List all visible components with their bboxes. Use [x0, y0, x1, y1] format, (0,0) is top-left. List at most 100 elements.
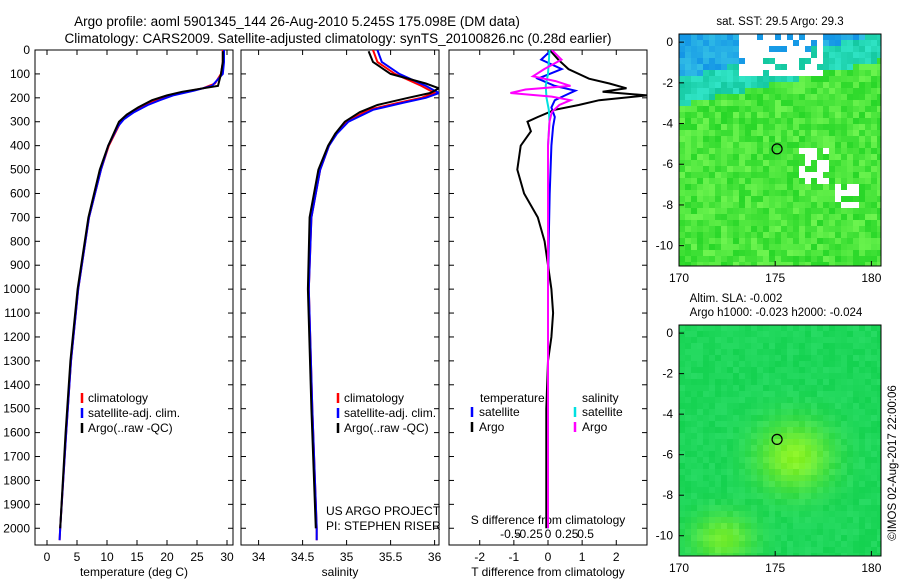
map-cell: [715, 166, 721, 172]
map-cell: [847, 52, 853, 58]
map-cell: [841, 331, 847, 337]
map-cell: [745, 463, 751, 469]
map-cell: [829, 106, 835, 112]
map-cell: [823, 553, 829, 556]
map-cell: [709, 220, 715, 226]
map-cell: [841, 82, 847, 88]
map-cell: [823, 76, 829, 82]
map-cell: [793, 337, 799, 343]
s-tick-label: -0.25: [516, 527, 544, 541]
map-cell: [745, 499, 751, 505]
map-cell: [763, 82, 769, 88]
map-cell: [775, 457, 781, 463]
map-cell: [709, 70, 715, 76]
map-cell: [703, 244, 709, 250]
map-cell: [769, 220, 775, 226]
map-cell: [877, 337, 881, 343]
map-cell: [877, 160, 881, 166]
map-cell: [877, 94, 881, 100]
map-cell: [739, 325, 745, 331]
map-cell: [685, 88, 691, 94]
map-cell: [811, 124, 817, 130]
map-cell: [853, 439, 859, 445]
map-cell: [751, 76, 757, 82]
map-cell: [703, 100, 709, 106]
map-cell: [685, 148, 691, 154]
map-cell: [709, 76, 715, 82]
map-cell: [787, 493, 793, 499]
map-cell: [865, 367, 871, 373]
map-cell: [853, 343, 859, 349]
map-cell: [841, 481, 847, 487]
map-cell: [697, 154, 703, 160]
map-cell: [781, 58, 787, 64]
y-tick-label: 900: [10, 258, 30, 272]
map-cell: [727, 88, 733, 94]
map-cell: [763, 469, 769, 475]
map-cell: [787, 250, 793, 256]
map-cell: [829, 190, 835, 196]
map-cell: [847, 40, 853, 46]
map-cell: [769, 232, 775, 238]
map-cell: [709, 166, 715, 172]
map-cell: [715, 82, 721, 88]
map-cell: [709, 130, 715, 136]
map-cell: [877, 130, 881, 136]
map-cell: [679, 178, 685, 184]
map-cell: [715, 70, 721, 76]
y-tick-label: 0: [23, 43, 30, 57]
map-cell: [763, 553, 769, 556]
map-cell: [841, 355, 847, 361]
map-cell: [703, 463, 709, 469]
map-cell: [841, 106, 847, 112]
map-cell: [721, 385, 727, 391]
map-cell: [811, 379, 817, 385]
map-cell: [775, 250, 781, 256]
map-cell: [823, 148, 829, 154]
map-cell: [703, 415, 709, 421]
map-cell: [769, 433, 775, 439]
map-cell: [691, 262, 697, 266]
map-cell: [751, 379, 757, 385]
map-cell: [841, 403, 847, 409]
map-cell: [763, 415, 769, 421]
series-line-3: [510, 50, 574, 529]
map-cell: [793, 106, 799, 112]
x-tick-label: 180: [861, 271, 881, 285]
map-cell: [787, 427, 793, 433]
map-cell: [751, 52, 757, 58]
map-cell: [763, 196, 769, 202]
map-cell: [829, 361, 835, 367]
map-cell: [691, 505, 697, 511]
map-cell: [769, 172, 775, 178]
map-cell: [817, 385, 823, 391]
map-cell: [715, 415, 721, 421]
map-cell: [853, 517, 859, 523]
map-cell: [739, 499, 745, 505]
map-cell: [679, 451, 685, 457]
map-cell: [847, 256, 853, 262]
map-cell: [727, 118, 733, 124]
map-cell: [733, 367, 739, 373]
map-cell: [853, 64, 859, 70]
map-cell: [763, 100, 769, 106]
map-cell: [793, 256, 799, 262]
map-cell: [811, 208, 817, 214]
map-cell: [775, 130, 781, 136]
map-cell: [733, 64, 739, 70]
map-cell: [757, 226, 763, 232]
map-cell: [787, 190, 793, 196]
map-cell: [871, 529, 877, 535]
map-cell: [859, 511, 865, 517]
map-subtitle: Argo h1000: -0.023 h2000: -0.024: [690, 307, 863, 319]
map-cell: [859, 46, 865, 52]
map-cell: [811, 238, 817, 244]
map-cell: [709, 361, 715, 367]
map-cell: [823, 403, 829, 409]
map-cell: [865, 349, 871, 355]
map-cell: [763, 154, 769, 160]
map-cell: [877, 355, 881, 361]
map-cell: [733, 403, 739, 409]
map-cell: [763, 34, 769, 40]
map-cell: [703, 178, 709, 184]
